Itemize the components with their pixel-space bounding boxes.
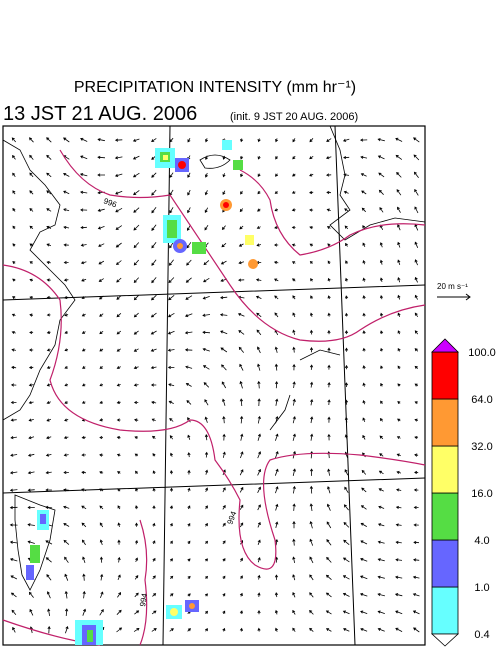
contour-label: 994	[225, 510, 238, 526]
colorbar-segment	[431, 398, 459, 447]
map-area: 996 994 994	[2, 125, 426, 646]
title: PRECIPITATION INTENSITY (mm hr⁻¹)	[74, 79, 356, 96]
colorbar-segment	[431, 445, 459, 494]
colorbar-tick-label: 4.0	[474, 535, 489, 547]
pressure-contour	[59, 149, 426, 342]
pressure-contour	[139, 519, 148, 646]
coastline	[14, 494, 56, 591]
pressure-contour	[2, 264, 426, 570]
graticule	[2, 125, 426, 646]
colorbar-segment	[431, 492, 459, 541]
colorbar-segment	[431, 586, 459, 635]
colorbar-tick-label: 16.0	[471, 488, 492, 500]
coastline	[199, 154, 231, 169]
wind-reference-arrow	[437, 293, 471, 301]
valid-time: 13 JST 21 AUG. 2006	[3, 103, 197, 125]
contour-label: 994	[138, 592, 149, 607]
coastline	[329, 125, 426, 241]
coastline	[269, 349, 341, 431]
colorbar-segment	[431, 539, 459, 588]
colorbar-tick-label: 100.0	[468, 347, 496, 359]
wind-vectors	[9, 137, 420, 634]
colorbar-tick-label: 64.0	[471, 394, 492, 406]
colorbar: 0.4 1.0 4.0 16.0 32.0 64.0 100.0	[430, 338, 496, 647]
colorbar-segment	[431, 351, 459, 400]
wind-vector-field	[9, 137, 420, 634]
colorbar-tick-label: 1.0	[474, 582, 489, 594]
colorbar-under	[430, 633, 460, 647]
contour-label: 996	[102, 196, 118, 209]
wind-reference-label: 20 m s⁻¹	[437, 282, 468, 291]
colorbar-tick-label: 32.0	[471, 441, 492, 453]
precipitation-cells	[26, 140, 258, 645]
colorbar-tick-label: 0.4	[474, 629, 489, 641]
init-time: (init. 9 JST 20 AUG. 2006)	[230, 111, 358, 123]
map-frame	[2, 125, 426, 646]
colorbar-over	[431, 338, 459, 353]
pressure-contour	[239, 169, 426, 256]
coastline	[2, 139, 76, 421]
